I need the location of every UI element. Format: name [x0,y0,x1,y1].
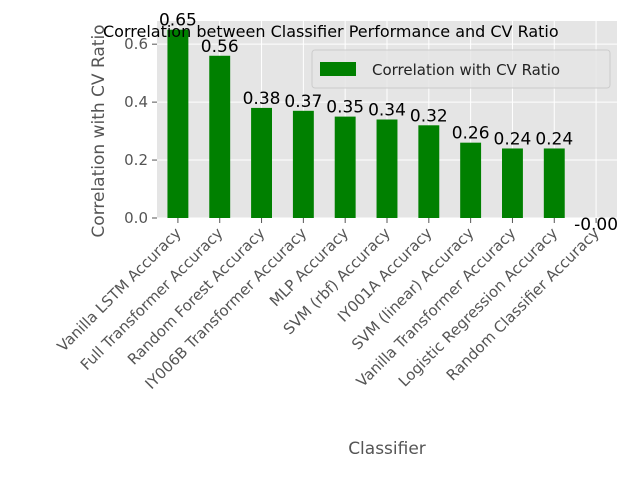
data-label-7: 0.26 [452,124,490,144]
y-tick-label-0: 0.0 [124,209,148,227]
bar-1 [209,55,231,218]
y-tick-label-1: 0.2 [124,151,148,169]
bar-8 [502,148,523,218]
y-tick-label-2: 0.4 [124,93,148,111]
bar-7 [460,142,482,218]
chart-title: Correlation between Classifier Performan… [103,22,559,41]
bar-0 [167,29,189,218]
bar-2 [251,107,272,218]
legend-entry-label: Correlation with CV Ratio [372,61,560,79]
y-tick-label-3: 0.6 [124,35,148,53]
data-labels: 0.650.560.38 0.37 0.35 0.34 0.320.26 0.24 0.24… [159,11,618,235]
bar-9 [543,148,565,218]
bar-3 [292,110,314,218]
y-axis-label: Correlation with CV Ratio [89,24,109,237]
data-label-1: 0.56 [201,37,239,57]
bar-5 [376,119,398,218]
data-label-10: -0.00 [574,215,618,235]
legend-box [311,49,611,89]
x-axis-label: Classifier [348,439,426,459]
x-tick-label-10: Random Classifier Accuracy [443,224,603,384]
bar-6 [418,125,440,218]
data-label-6: 0.32 [410,106,448,126]
data-label-9: 0.24 [535,129,573,149]
legend: Correlation with CV Ratio [311,49,611,89]
data-label-5: 0.34 [368,101,406,121]
data-label-3: 0.37 [284,92,322,112]
bar-4 [334,116,356,218]
data-label-0: 0.65 [159,11,197,31]
y-axis-ticks: 0.0 0.2 0.4 0.6 [124,35,157,227]
bars [167,29,565,218]
legend-swatch [320,62,356,76]
data-label-4: 0.35 [326,98,364,118]
data-label-2: 0.38 [243,89,281,109]
data-label-8: 0.24 [494,129,532,149]
